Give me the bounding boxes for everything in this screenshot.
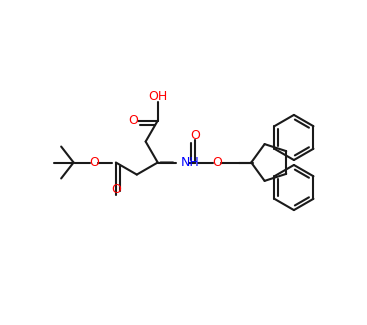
Text: O: O	[190, 129, 200, 142]
Text: OH: OH	[148, 90, 167, 103]
Text: O: O	[89, 156, 99, 169]
Text: O: O	[111, 183, 121, 196]
Text: O: O	[212, 156, 222, 169]
Text: O: O	[128, 114, 138, 127]
Text: NH: NH	[181, 156, 199, 169]
